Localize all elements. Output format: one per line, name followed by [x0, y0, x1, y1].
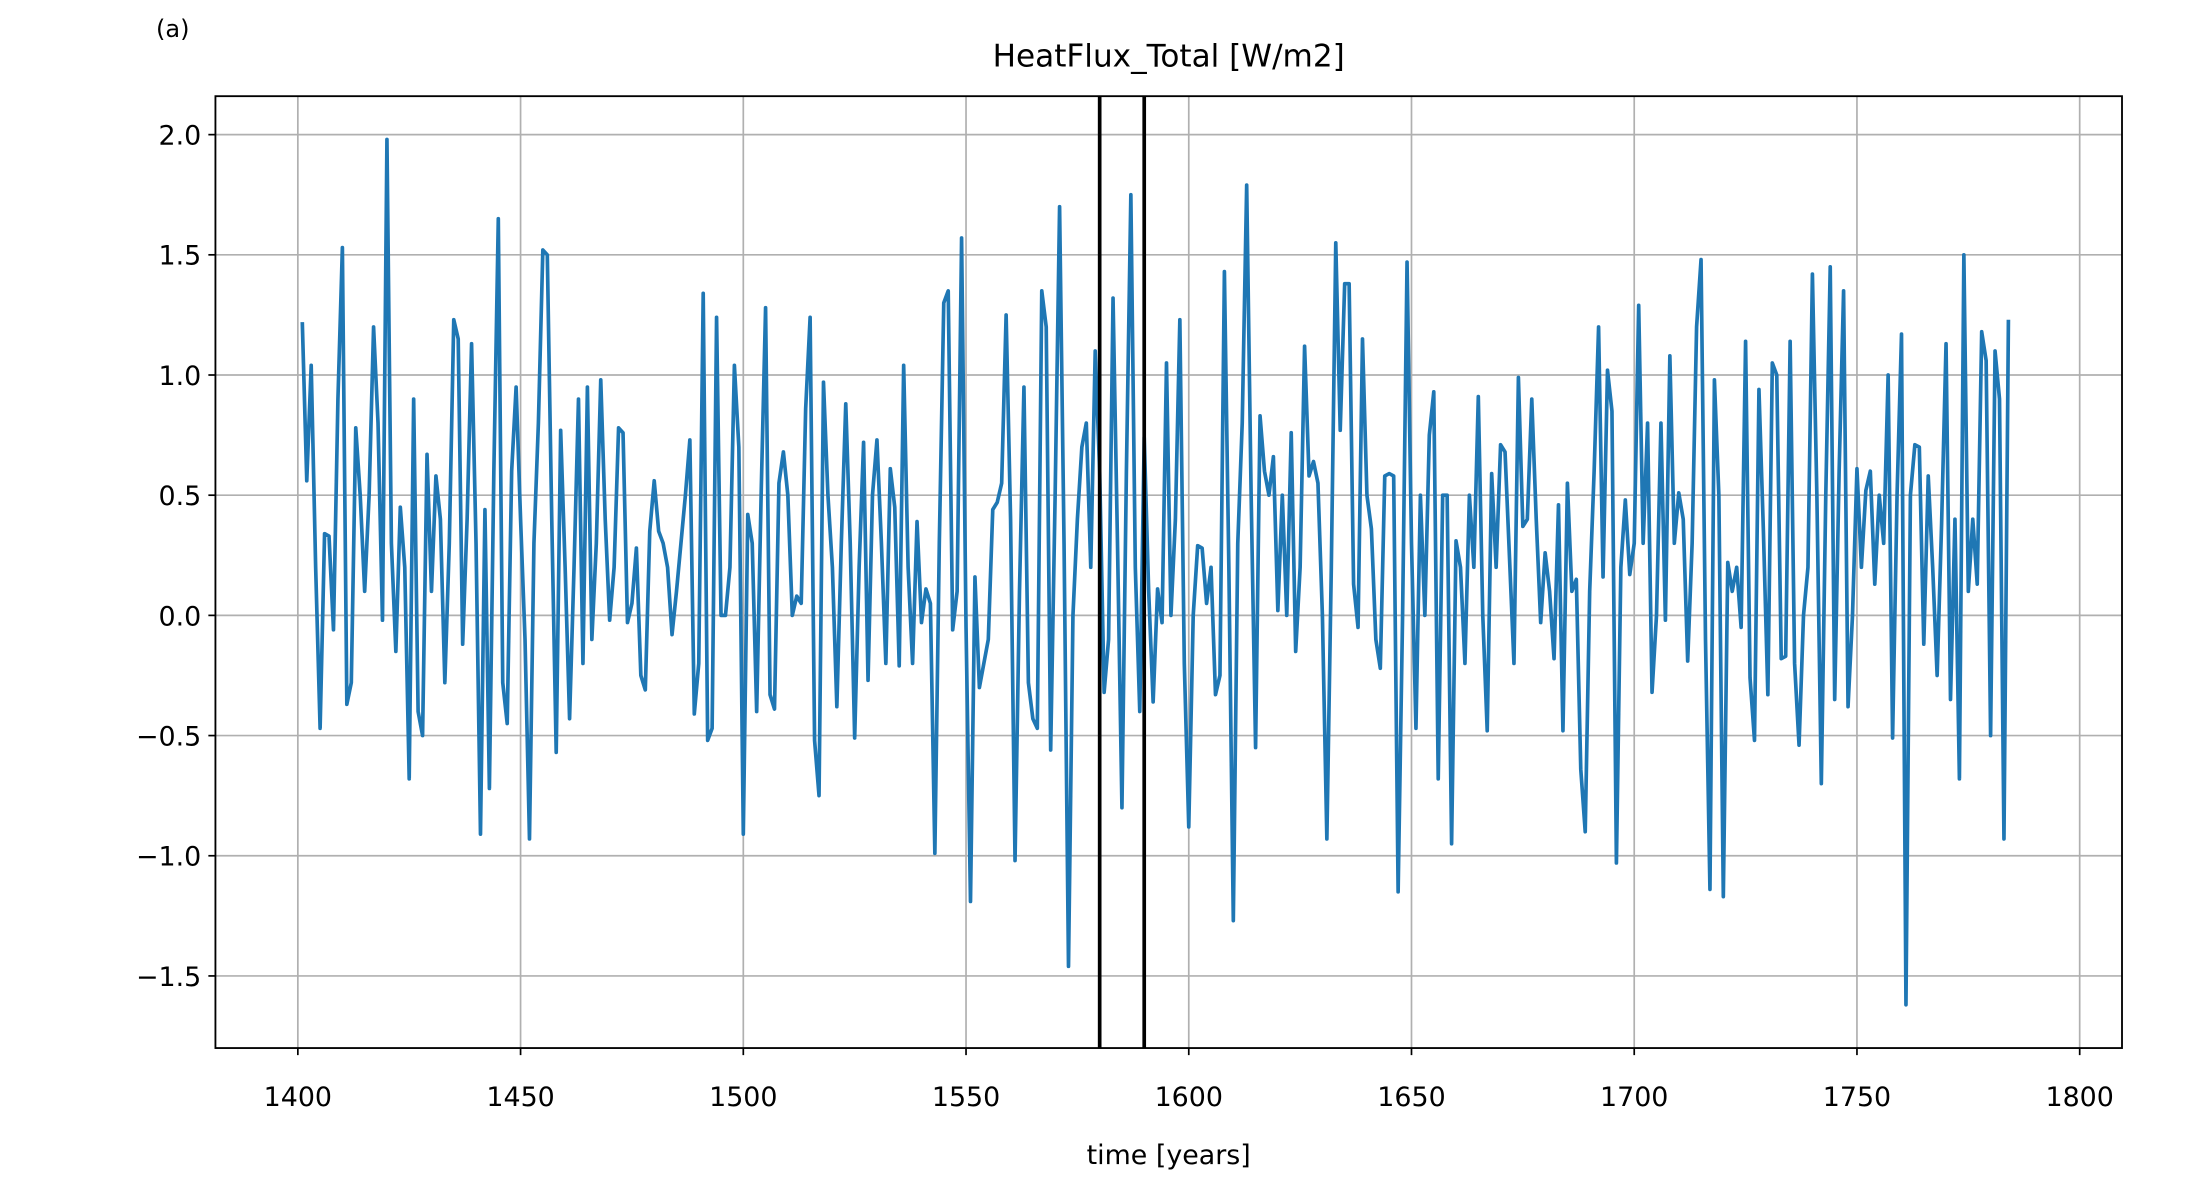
- y-tick-label: 2.0: [159, 121, 202, 152]
- plot-frame: [214, 95, 2123, 1049]
- x-tick-label: 1500: [709, 1082, 777, 1113]
- x-tick-label: 1700: [1600, 1082, 1668, 1113]
- y-tick-label: 0.5: [159, 481, 202, 512]
- y-tick-label: 1.0: [159, 361, 202, 392]
- y-tick-label: 1.5: [159, 241, 202, 272]
- x-tick-label: 1650: [1377, 1082, 1445, 1113]
- y-tick-label: −1.0: [136, 842, 201, 873]
- y-tick-label: −1.5: [136, 962, 201, 993]
- x-tick-label: 1600: [1155, 1082, 1223, 1113]
- x-tick-label: 1550: [932, 1082, 1000, 1113]
- x-axis-label: time [years]: [1087, 1140, 1251, 1171]
- y-tick-label: 0.0: [159, 601, 202, 632]
- x-tick-label: 1400: [264, 1082, 332, 1113]
- x-tick-label: 1800: [2046, 1082, 2114, 1113]
- y-tick-label: −0.5: [136, 721, 201, 752]
- x-tick-label: 1750: [1823, 1082, 1891, 1113]
- x-tick-label: 1450: [486, 1082, 554, 1113]
- data-line: [300, 137, 2011, 1007]
- panel-label: (a): [156, 15, 189, 43]
- chart-title: HeatFlux_Total [W/m2]: [993, 38, 1345, 74]
